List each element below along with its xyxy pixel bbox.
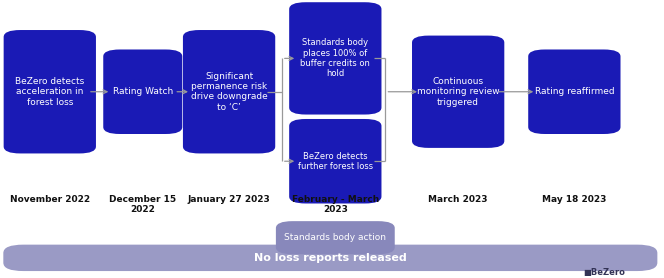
Text: Significant
permanence risk
drive downgrade
to ‘C’: Significant permanence risk drive downgr… (191, 72, 268, 112)
FancyBboxPatch shape (529, 49, 621, 134)
FancyBboxPatch shape (412, 36, 505, 148)
FancyBboxPatch shape (290, 2, 381, 115)
Text: Continuous
monitoring review
triggered: Continuous monitoring review triggered (417, 77, 499, 107)
Text: BeZero detects
acceleration in
forest loss: BeZero detects acceleration in forest lo… (15, 77, 84, 107)
Text: January 27 2023: January 27 2023 (188, 195, 270, 203)
Text: Standards body
places 100% of
buffer credits on
hold: Standards body places 100% of buffer cre… (300, 38, 371, 78)
Text: November 2022: November 2022 (10, 195, 90, 203)
Text: December 15
2022: December 15 2022 (109, 195, 177, 214)
Text: May 18 2023: May 18 2023 (542, 195, 606, 203)
FancyBboxPatch shape (3, 30, 96, 153)
FancyBboxPatch shape (276, 221, 395, 254)
FancyBboxPatch shape (103, 49, 182, 134)
Text: BeZero detects
further forest loss: BeZero detects further forest loss (297, 152, 373, 171)
Text: Standards body action: Standards body action (284, 233, 386, 242)
Text: March 2023: March 2023 (428, 195, 488, 203)
FancyBboxPatch shape (3, 245, 657, 271)
FancyBboxPatch shape (290, 119, 381, 203)
FancyBboxPatch shape (183, 30, 276, 153)
Text: February - March
2023: February - March 2023 (291, 195, 379, 214)
Text: ■BeZero: ■BeZero (583, 268, 625, 277)
Text: Rating reaffirmed: Rating reaffirmed (535, 87, 614, 96)
Text: Rating Watch: Rating Watch (113, 87, 173, 96)
Text: No loss reports released: No loss reports released (254, 253, 407, 263)
